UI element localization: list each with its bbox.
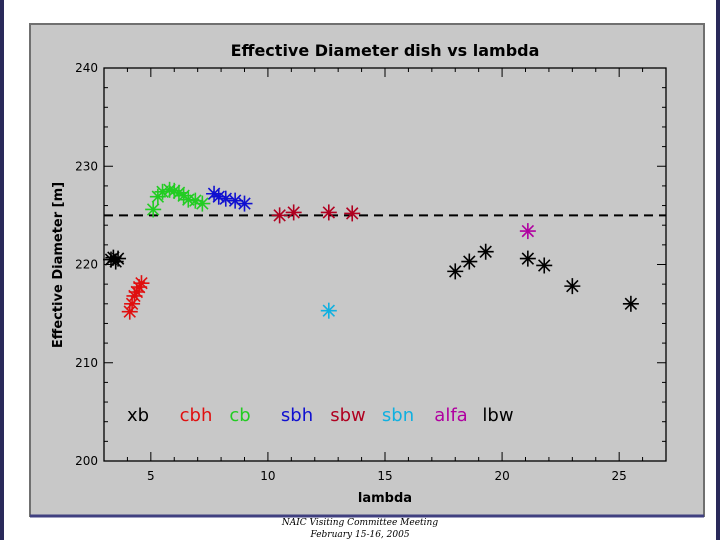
legend-label-sbn: sbn (382, 405, 414, 426)
y-axis-label: Effective Diameter [m] (51, 182, 66, 348)
data-point-sbh (217, 190, 234, 207)
data-point-sbw (320, 204, 337, 221)
data-point-cb (170, 184, 187, 201)
data-point-sbw (285, 204, 302, 221)
data-point-sbh (206, 185, 223, 202)
x-tick-label: 10 (260, 469, 275, 483)
x-tick-label: 5 (147, 469, 155, 483)
data-point-lbw (519, 250, 536, 267)
legend-label-lbw: lbw (482, 405, 513, 426)
footer-line-1: NAIC Visiting Committee Meeting (281, 518, 439, 528)
y-tick-label: 200 (75, 454, 98, 468)
data-point-lbw (564, 278, 581, 295)
chart-title: Effective Diameter dish vs lambda (231, 41, 540, 60)
chart-panel (29, 23, 705, 517)
legend-label-sbw: sbw (330, 405, 366, 426)
y-tick-label: 210 (75, 356, 98, 370)
x-tick-label: 20 (494, 469, 509, 483)
data-point-lbw (447, 263, 464, 280)
legend-label-cbh: cbh (180, 405, 213, 426)
y-tick-label: 240 (75, 61, 98, 75)
data-point-cbh (133, 275, 150, 292)
data-point-lbw (536, 257, 553, 274)
slide-right-bar (716, 0, 720, 540)
x-tick-label: 15 (377, 469, 392, 483)
x-tick-label: 25 (612, 469, 627, 483)
data-point-xb (110, 250, 127, 267)
slide-left-bar (0, 0, 4, 540)
legend-label-xb: xb (127, 405, 149, 426)
data-point-cb (187, 192, 204, 209)
data-point-cb (145, 201, 162, 218)
data-point-cbh (128, 284, 145, 301)
legend-label-sbh: sbh (281, 405, 313, 426)
legend-label-alfa: alfa (434, 405, 467, 426)
data-point-sbw (344, 205, 361, 222)
data-point-lbw (622, 295, 639, 312)
footer-line-2: February 15-16, 2005 (310, 530, 410, 540)
data-point-lbw (461, 253, 478, 270)
legend-label-cb: cb (229, 405, 250, 426)
data-point-alfa (519, 223, 536, 240)
data-point-sbw (271, 207, 288, 224)
data-point-sbh (236, 195, 253, 212)
y-tick-label: 230 (75, 159, 98, 173)
x-axis-label: lambda (358, 491, 412, 506)
data-point-cb (194, 195, 211, 212)
data-point-lbw (477, 243, 494, 260)
data-point-sbn (320, 302, 337, 319)
y-tick-label: 220 (75, 258, 98, 272)
